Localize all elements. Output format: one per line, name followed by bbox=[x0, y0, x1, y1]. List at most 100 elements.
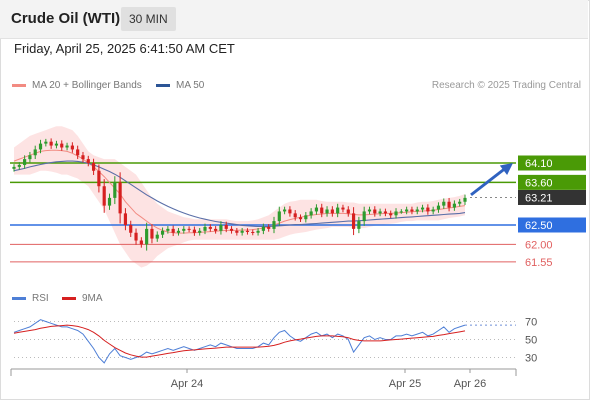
candle bbox=[203, 226, 207, 231]
candle bbox=[214, 228, 218, 231]
candle bbox=[113, 182, 117, 198]
level-label-63.60: 63.60 bbox=[525, 177, 553, 189]
level-label-62.50: 62.50 bbox=[525, 220, 553, 232]
candle bbox=[245, 230, 250, 232]
candle bbox=[341, 207, 345, 210]
candle bbox=[81, 155, 85, 160]
candle bbox=[235, 230, 239, 233]
candle bbox=[357, 221, 361, 229]
candle bbox=[208, 226, 212, 229]
candle bbox=[76, 149, 80, 156]
rsi-tick-50: 50 bbox=[525, 335, 537, 347]
level-tag-62.50 bbox=[518, 217, 586, 233]
candle bbox=[166, 228, 170, 231]
level-label-63.21: 63.21 bbox=[525, 192, 553, 204]
candle bbox=[293, 213, 297, 218]
candle bbox=[91, 163, 96, 171]
candle bbox=[160, 230, 165, 235]
candle bbox=[224, 225, 228, 229]
candle bbox=[431, 209, 435, 212]
timeframe-button[interactable]: 30 MIN bbox=[121, 7, 176, 31]
ma50-line bbox=[13, 160, 466, 228]
candle bbox=[383, 211, 388, 214]
candle bbox=[145, 228, 149, 245]
candle bbox=[304, 215, 308, 220]
candle bbox=[314, 207, 319, 212]
instrument-title: Crude Oil (WTI) bbox=[11, 10, 121, 27]
level-label-62.00: 62.00 bbox=[525, 239, 553, 251]
candle bbox=[60, 143, 64, 148]
rsi-series-rsi bbox=[13, 319, 466, 364]
candle bbox=[187, 228, 191, 230]
candle bbox=[118, 182, 122, 214]
candle bbox=[54, 143, 59, 146]
candle bbox=[320, 207, 324, 214]
chart-datetime: Friday, April 25, 2025 6:41:50 AM CET bbox=[14, 41, 235, 56]
candle bbox=[86, 159, 90, 163]
rsi-tick-70: 70 bbox=[525, 317, 537, 329]
candle bbox=[378, 211, 382, 214]
legend-ma50-swatch bbox=[156, 83, 170, 87]
candle bbox=[442, 201, 446, 206]
candle bbox=[325, 209, 329, 214]
level-tag-64.10 bbox=[518, 155, 586, 171]
candle bbox=[277, 211, 281, 222]
candle bbox=[70, 145, 74, 150]
candle bbox=[107, 197, 112, 206]
candle bbox=[150, 228, 154, 239]
candle bbox=[139, 240, 143, 245]
level-tag-63.60 bbox=[518, 174, 586, 190]
candle bbox=[389, 213, 393, 216]
candle bbox=[171, 228, 175, 233]
candle bbox=[192, 229, 196, 233]
header-bar: Crude Oil (WTI) 30 MIN bbox=[0, 0, 588, 39]
candle bbox=[458, 201, 462, 204]
candle bbox=[198, 230, 202, 233]
level-label-61.55: 61.55 bbox=[525, 257, 553, 269]
candle bbox=[362, 211, 366, 222]
candle bbox=[426, 207, 430, 212]
candle bbox=[346, 209, 350, 214]
legend-ma50: MA 50 bbox=[156, 80, 204, 91]
candle bbox=[367, 209, 372, 212]
candle bbox=[436, 205, 441, 210]
candle bbox=[102, 186, 106, 206]
legend-rsi-swatch bbox=[12, 296, 26, 300]
candle bbox=[283, 209, 287, 212]
candle bbox=[44, 141, 48, 144]
candle bbox=[309, 211, 313, 216]
rsi-tick-30: 30 bbox=[525, 353, 537, 365]
candle bbox=[176, 230, 181, 233]
candle bbox=[12, 166, 16, 169]
candle bbox=[410, 209, 414, 212]
candle bbox=[351, 213, 356, 229]
projection-arrow-line bbox=[470, 165, 508, 197]
legend-9ma-label: 9MA bbox=[82, 293, 103, 304]
time-label-0: Apr 24 bbox=[171, 378, 203, 390]
candle bbox=[251, 231, 255, 233]
candle bbox=[97, 170, 101, 187]
research-credit: Research © 2025 Trading Central bbox=[431, 80, 581, 91]
legend-9ma: 9MA bbox=[62, 293, 103, 304]
candle bbox=[336, 207, 340, 214]
candle bbox=[267, 226, 271, 229]
projection-arrow-head bbox=[499, 163, 513, 175]
candle bbox=[261, 226, 265, 231]
bollinger-band bbox=[14, 126, 465, 268]
candle bbox=[134, 232, 138, 241]
candle bbox=[394, 211, 398, 216]
candle bbox=[129, 225, 133, 233]
candle bbox=[452, 203, 456, 208]
candle bbox=[463, 197, 467, 202]
candle bbox=[23, 159, 27, 165]
candle bbox=[420, 207, 425, 210]
candle bbox=[49, 141, 53, 146]
candle bbox=[17, 164, 21, 167]
legend-9ma-swatch bbox=[62, 296, 76, 300]
candle bbox=[405, 209, 409, 212]
candle bbox=[399, 211, 403, 213]
legend-ma50-label: MA 50 bbox=[176, 80, 205, 91]
candle bbox=[28, 155, 32, 160]
level-label-64.10: 64.10 bbox=[525, 158, 553, 170]
